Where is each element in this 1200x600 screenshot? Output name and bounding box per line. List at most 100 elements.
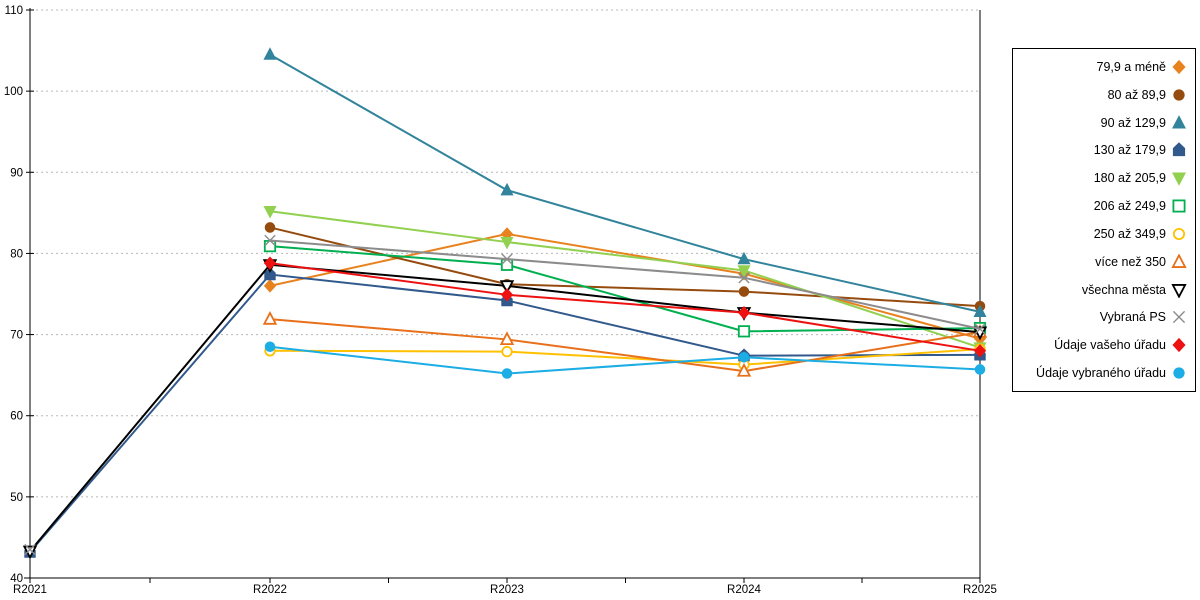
marker-180-a-205-9-R2022[interactable] bbox=[263, 206, 277, 219]
legend-label-daje-va-eho-adu: Údaje vašeho úřadu bbox=[1054, 338, 1166, 353]
diamond-marker-icon bbox=[1172, 59, 1186, 75]
legend-label-180-a-205-9: 180 až 205,9 bbox=[1093, 171, 1166, 186]
series-line-79-9-a-m-n[interactable] bbox=[269, 232, 981, 340]
x-tick-label-R2021: R2021 bbox=[13, 584, 47, 596]
legend-item-90-a-129-9[interactable]: 90 až 129,9 bbox=[1017, 111, 1187, 135]
y-tick-label-90: 90 bbox=[10, 167, 23, 179]
marker-vybran-ps-R2023[interactable] bbox=[501, 253, 513, 265]
series-line-206-a-249-9[interactable] bbox=[269, 245, 981, 333]
marker-vybran-ps-R2021[interactable] bbox=[24, 543, 36, 556]
marker-v-echna-m-sta-R2023[interactable] bbox=[499, 280, 515, 295]
legend-label-250-a-349-9: 250 až 349,9 bbox=[1093, 226, 1166, 241]
x-tick-label-R2023: R2023 bbox=[490, 584, 524, 596]
series-line-80-a-89-9[interactable] bbox=[269, 226, 981, 308]
series-daje-vybran-ho-adu bbox=[264, 341, 986, 379]
circle-marker-icon bbox=[1173, 89, 1185, 101]
marker-206-a-249-9-R2022[interactable] bbox=[263, 240, 277, 253]
marker-vybran-ps-R2022[interactable] bbox=[264, 234, 276, 247]
legend-label-90-a-129-9: 90 až 129,9 bbox=[1100, 115, 1166, 130]
x-tick-label-R2022: R2022 bbox=[253, 584, 287, 596]
legend-label-80-a-89-9: 80 až 89,9 bbox=[1107, 87, 1166, 102]
legend-item-v-echna-m-sta[interactable]: všechna města bbox=[1017, 278, 1187, 302]
marker-79-9-a-m-n-R2022[interactable] bbox=[263, 279, 277, 293]
marker-80-a-89-9-R2024[interactable] bbox=[738, 286, 750, 297]
series-line-v-ce-ne-350[interactable] bbox=[269, 318, 981, 373]
x-tick-label-R2025: R2025 bbox=[963, 584, 997, 596]
marker-v-echna-m-sta-R2025[interactable] bbox=[972, 326, 988, 341]
series-line-vybran-ps[interactable] bbox=[269, 239, 981, 330]
marker-daje-va-eho-adu-R2024[interactable] bbox=[737, 305, 751, 320]
legend-item-206-a-249-9[interactable]: 206 až 249,9 bbox=[1017, 194, 1187, 218]
legend-label-206-a-249-9: 206 až 249,9 bbox=[1093, 199, 1166, 214]
square-marker-icon bbox=[1172, 199, 1186, 213]
marker-90-a-129-9-R2023[interactable] bbox=[500, 182, 514, 196]
triangle-up-marker-icon bbox=[1172, 114, 1186, 129]
marker-v-ce-ne-350-R2024[interactable] bbox=[736, 362, 752, 377]
marker-daje-va-eho-adu-R2022[interactable] bbox=[263, 256, 277, 270]
series-line-90-a-129-9[interactable] bbox=[269, 53, 981, 313]
legend-item-daje-vybran-ho-adu[interactable]: Údaje vybraného úřadu bbox=[1017, 361, 1187, 385]
series-line-daje-va-eho-adu[interactable] bbox=[269, 262, 981, 352]
series-line-v-echna-m-sta[interactable] bbox=[29, 263, 981, 552]
circle-marker-icon bbox=[1173, 367, 1185, 379]
marker-180-a-205-9-R2023[interactable] bbox=[500, 236, 514, 250]
marker-180-a-205-9-R2024[interactable] bbox=[737, 265, 751, 278]
legend-item-v-ce-ne-350[interactable]: více než 350 bbox=[1017, 250, 1187, 274]
marker-vybran-ps-R2024[interactable] bbox=[738, 272, 750, 284]
marker-daje-vybran-ho-adu-R2025[interactable] bbox=[974, 364, 986, 375]
marker-90-a-129-9-R2022[interactable] bbox=[263, 47, 277, 60]
series-line-daje-vybran-ho-adu[interactable] bbox=[269, 345, 981, 375]
legend-label-79-9-a-m-n: 79,9 a méně bbox=[1096, 59, 1167, 74]
marker-daje-vybran-ho-adu-R2022[interactable] bbox=[264, 341, 276, 353]
legend-item-79-9-a-m-n[interactable]: 79,9 a méně bbox=[1017, 55, 1187, 79]
marker-v-ce-ne-350-R2022[interactable] bbox=[262, 310, 278, 325]
pentagon-marker-icon bbox=[1172, 142, 1186, 157]
x-tick-label-R2024: R2024 bbox=[727, 584, 761, 596]
y-tick-label-50: 50 bbox=[10, 492, 23, 504]
series-180-a-205-9 bbox=[263, 206, 987, 355]
series-line-180-a-205-9[interactable] bbox=[269, 210, 981, 349]
legend-label-130-a-179-9: 130 až 179,9 bbox=[1093, 143, 1166, 158]
marker-90-a-129-9-R2024[interactable] bbox=[737, 251, 751, 265]
marker-daje-va-eho-adu-R2025[interactable] bbox=[973, 344, 987, 358]
series-line-250-a-349-9[interactable] bbox=[269, 348, 981, 366]
series-130-a-179-9 bbox=[24, 267, 986, 558]
legend-label-v-echna-m-sta: všechna města bbox=[1081, 282, 1166, 297]
diamond-marker-icon bbox=[1172, 338, 1186, 353]
legend-label-v-ce-ne-350: více než 350 bbox=[1095, 254, 1166, 269]
axes: 40 50 60 70 80 90 100 110 R2021 R2022 R2023 R2024 R2… bbox=[4, 5, 997, 596]
marker-daje-va-eho-adu-R2023[interactable] bbox=[500, 288, 514, 302]
legend-item-vybran-ps[interactable]: Vybraná PS bbox=[1017, 305, 1187, 329]
series-90-a-129-9 bbox=[263, 47, 987, 318]
circle-marker-icon bbox=[1172, 227, 1186, 240]
marker-daje-vybran-ho-adu-R2024[interactable] bbox=[738, 352, 750, 363]
y-tick-label-100: 100 bbox=[4, 86, 23, 98]
gridlines bbox=[31, 9, 980, 498]
series-line-130-a-179-9[interactable] bbox=[29, 273, 981, 553]
legend-label-vybran-ps: Vybraná PS bbox=[1099, 310, 1166, 325]
marker-vybran-ps-R2025[interactable] bbox=[974, 323, 986, 335]
marker-80-a-89-9-R2022[interactable] bbox=[264, 222, 276, 233]
marker-206-a-249-9-R2024[interactable] bbox=[737, 325, 751, 338]
legend-item-80-a-89-9[interactable]: 80 až 89,9 bbox=[1017, 83, 1187, 107]
series-vybran-ps bbox=[24, 234, 986, 556]
legend-item-130-a-179-9[interactable]: 130 až 179,9 bbox=[1017, 138, 1187, 162]
marker-90-a-129-9-R2025[interactable] bbox=[973, 304, 987, 318]
triangle-down-marker-icon bbox=[1172, 172, 1186, 187]
series-daje-va-eho-adu bbox=[263, 256, 987, 358]
legend-item-180-a-205-9[interactable]: 180 až 205,9 bbox=[1017, 166, 1187, 190]
legend-item-daje-va-eho-adu[interactable]: Údaje vašeho úřadu bbox=[1017, 333, 1187, 357]
marker-daje-vybran-ho-adu-R2023[interactable] bbox=[501, 368, 513, 379]
marker-v-ce-ne-350-R2023[interactable] bbox=[499, 331, 515, 346]
legend-item-250-a-349-9[interactable]: 250 až 349,9 bbox=[1017, 222, 1187, 246]
marker-206-a-249-9-R2023[interactable] bbox=[500, 258, 514, 271]
y-tick-label-60: 60 bbox=[10, 411, 23, 423]
y-tick-label-80: 80 bbox=[10, 248, 23, 260]
chart-legend: 79,9 a méně 80 až 89,9 90 až 129,9 130 až 1… bbox=[1012, 48, 1196, 392]
marker-130-a-179-9-R2022[interactable] bbox=[264, 267, 276, 281]
triangle-up-marker-icon bbox=[1171, 253, 1187, 268]
marker-250-a-349-9-R2023[interactable] bbox=[501, 345, 513, 358]
legend-label-daje-vybran-ho-adu: Údaje vybraného úřadu bbox=[1036, 366, 1166, 381]
